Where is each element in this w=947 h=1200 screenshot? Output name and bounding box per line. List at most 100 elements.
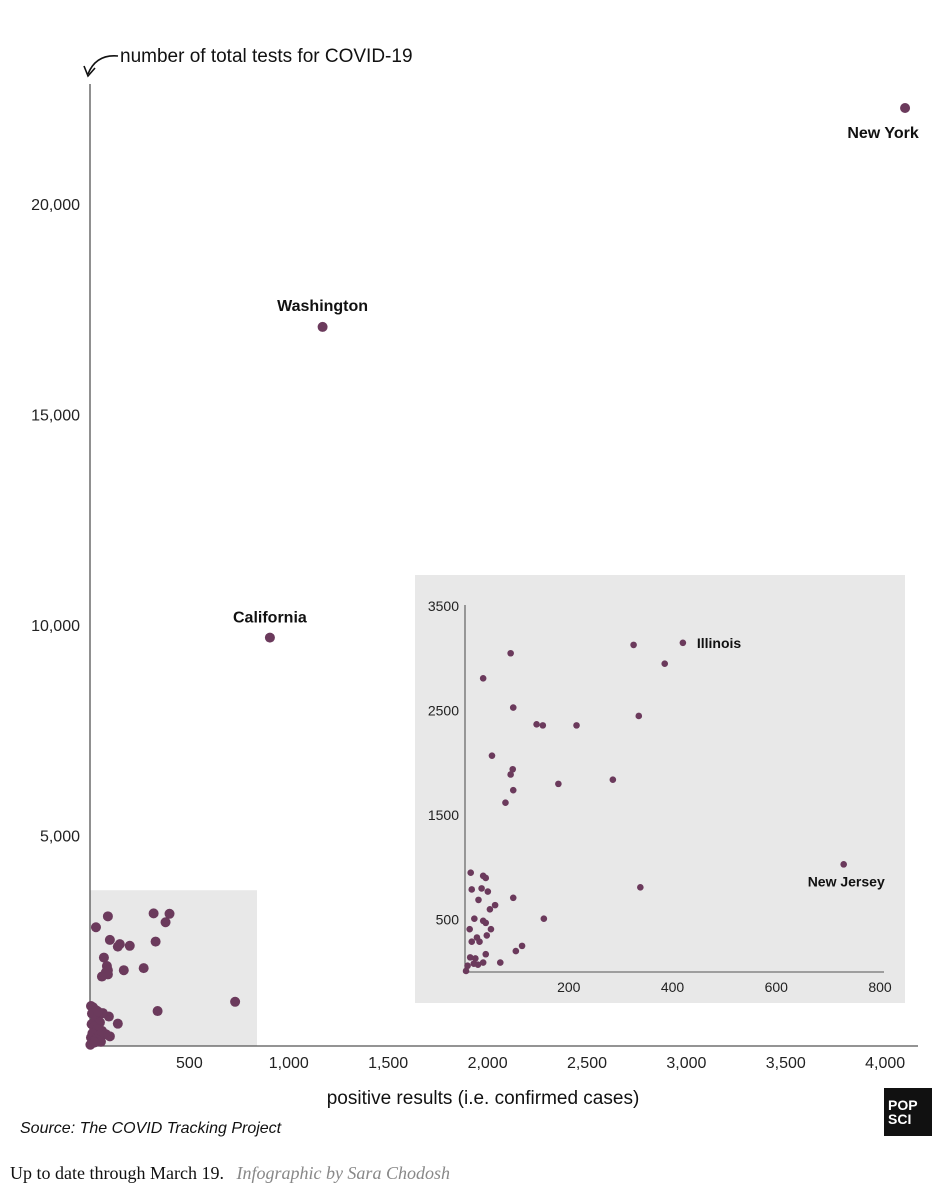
inset-y-tick-label: 2500	[428, 703, 459, 719]
inset-data-point	[468, 938, 476, 945]
inset-data-point	[487, 925, 495, 933]
main-axes	[89, 84, 918, 1047]
inset-data-point	[491, 901, 499, 909]
inset-point-label: New Jersey	[808, 873, 885, 889]
inset-data-point	[479, 959, 487, 966]
inset-data-point	[518, 942, 526, 950]
inset-data-point	[679, 639, 687, 647]
point-label: California	[233, 610, 307, 627]
inset-data-point	[630, 641, 637, 649]
data-point	[900, 102, 911, 113]
data-point	[264, 632, 275, 643]
inset-axes	[464, 605, 884, 973]
data-point	[102, 965, 113, 976]
inset-data-point	[486, 905, 494, 913]
inset-data-point	[478, 885, 485, 892]
inset-data-point	[467, 869, 475, 877]
x-tick-label: 2,000	[468, 1055, 508, 1072]
data-point	[104, 1031, 115, 1042]
inset-point-labels: Illinois New Jersey	[697, 635, 885, 890]
data-point	[98, 952, 109, 963]
data-point	[152, 1006, 163, 1017]
inset-data-point	[540, 915, 548, 923]
inset-data-point	[496, 959, 504, 966]
inset-data-point	[539, 722, 547, 729]
inset-data-point	[507, 649, 514, 657]
arrow-head-icon	[83, 65, 96, 78]
inset-data-point	[472, 955, 479, 962]
x-tick-label: 500	[176, 1055, 203, 1072]
inset-point-label: Illinois	[697, 635, 742, 651]
x-tick-label: 3,500	[766, 1055, 806, 1072]
inset-data-point	[468, 886, 476, 893]
footer: Up to date through March 19. Infographic…	[10, 1163, 450, 1184]
point-label: Washington	[277, 298, 368, 315]
data-point	[230, 996, 241, 1007]
x-tick-label: 1,000	[269, 1055, 309, 1072]
inset-data-point	[482, 919, 490, 927]
inset-data-point	[483, 932, 491, 939]
inset-data-point	[637, 884, 644, 891]
inset-background	[415, 575, 905, 1003]
inset-x-tick-label: 200	[557, 979, 581, 995]
inset-rect	[415, 575, 905, 1003]
inset-data-point	[840, 861, 847, 868]
inset-y-tick-label: 3500	[428, 598, 459, 614]
inset-data-point	[466, 954, 474, 961]
point-label: New York	[847, 125, 919, 142]
data-point	[112, 941, 123, 952]
y-axis-title-group: number of total tests for COVID-19	[83, 46, 413, 78]
inset-data-point	[464, 962, 471, 970]
main-tick-labels: 500 1,000 1,500 2,000 2,500 3,000 3,500 4,000 5,…	[31, 197, 905, 1072]
inset-data-point	[507, 771, 514, 778]
inset-data-point	[502, 799, 509, 806]
data-point	[92, 1006, 103, 1017]
data-point	[90, 922, 101, 933]
inset-data-point	[555, 780, 562, 788]
data-point	[148, 908, 159, 919]
curved-arrow-icon	[87, 55, 119, 75]
inset-data-point	[482, 874, 490, 882]
inset-data-point	[471, 915, 478, 923]
x-axis-title: positive results (i.e. confirmed cases)	[327, 1088, 640, 1109]
inset-data-point	[509, 765, 517, 773]
popsci-logo: POP SCI	[884, 1088, 932, 1136]
data-point	[138, 963, 149, 974]
x-tick-label: 4,000	[865, 1055, 905, 1072]
data-point	[104, 934, 115, 945]
inset-x-tick-label: 800	[868, 979, 892, 995]
inset-data-point	[476, 938, 483, 945]
inset-data-point	[661, 660, 669, 668]
x-tick-label: 2,500	[567, 1055, 607, 1072]
inset-data-point	[466, 925, 473, 933]
data-point	[124, 940, 135, 951]
data-point	[112, 1018, 123, 1029]
inset-data-point	[533, 721, 540, 728]
x-tick-label: 3,000	[666, 1055, 706, 1072]
y-tick-label: 5,000	[40, 828, 80, 845]
inset-data-point	[509, 704, 517, 711]
date-note: Up to date through March 19.	[10, 1163, 224, 1183]
inset-data-point	[479, 675, 487, 682]
inset-data-point	[512, 947, 520, 955]
inset-y-tick-label: 1500	[428, 807, 459, 823]
inset-data-point	[462, 967, 470, 975]
inset-y-tick-label: 500	[436, 912, 460, 928]
inset-x-tick-label: 400	[661, 979, 685, 995]
inset-data-points	[462, 639, 847, 975]
inset-data-point	[509, 786, 517, 794]
inset-data-point	[482, 950, 490, 958]
source-note: Source: The COVID Tracking Project	[20, 1120, 282, 1137]
x-tick-label: 1,500	[368, 1055, 408, 1072]
inset-data-point	[474, 961, 482, 968]
y-tick-label: 20,000	[31, 197, 80, 214]
inset-data-point	[475, 896, 482, 904]
data-point	[164, 908, 175, 919]
main-point-labels: New York Washington California	[233, 125, 919, 627]
inset-data-point	[635, 712, 643, 720]
inset-data-point	[509, 894, 517, 902]
data-point	[96, 971, 107, 982]
data-point	[102, 911, 113, 922]
inset-data-point	[484, 888, 492, 895]
